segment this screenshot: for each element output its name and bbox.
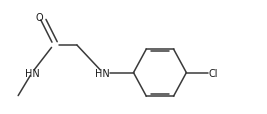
Text: Cl: Cl	[209, 68, 218, 78]
Text: HN: HN	[95, 68, 110, 78]
Text: HN: HN	[25, 68, 40, 78]
Text: O: O	[36, 13, 43, 23]
